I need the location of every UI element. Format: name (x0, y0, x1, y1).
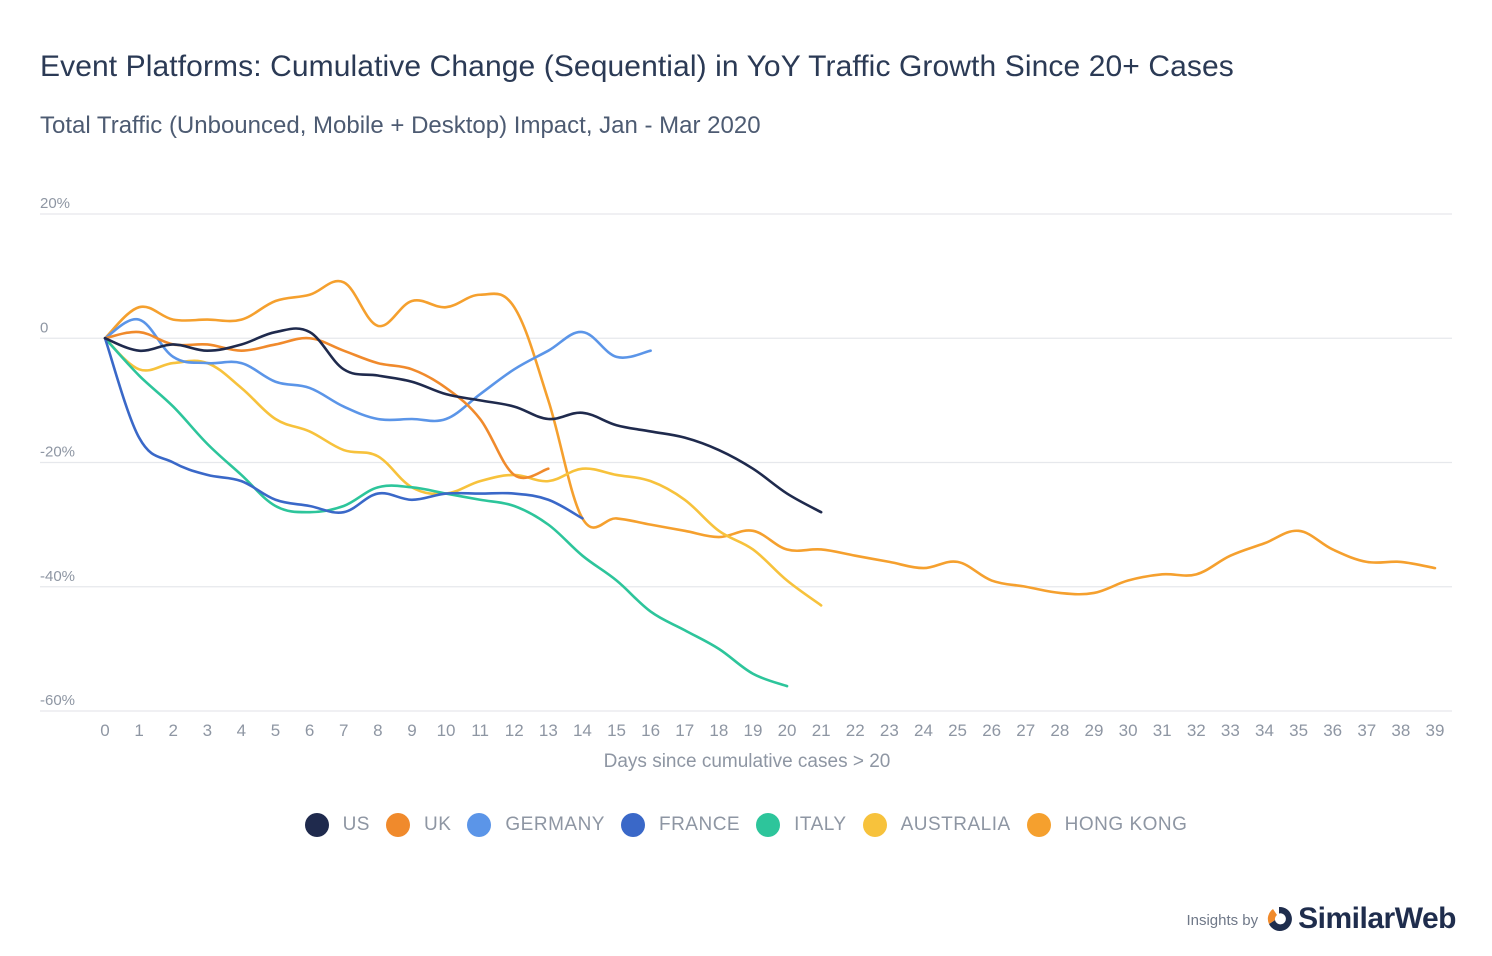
x-tick-label: 30 (1119, 721, 1138, 740)
legend-swatch (467, 813, 492, 837)
legend-swatch (756, 813, 781, 837)
chart-title: Event Platforms: Cumulative Change (Sequ… (40, 50, 1234, 83)
x-tick-label: 25 (948, 721, 967, 740)
brand-logo: Insights by SimilarWeb (1186, 902, 1456, 936)
x-tick-label: 20 (778, 721, 797, 740)
legend-item-italy[interactable]: ITALY (756, 813, 846, 837)
x-tick-label: 37 (1357, 721, 1376, 740)
x-tick-label: 29 (1085, 721, 1104, 740)
x-tick-label: 18 (709, 721, 728, 740)
y-tick-label: 20% (40, 195, 70, 212)
x-tick-label: 6 (305, 721, 314, 740)
x-tick-label: 34 (1255, 721, 1274, 740)
x-tick-label: 11 (471, 721, 489, 740)
x-tick-label: 39 (1426, 721, 1445, 740)
series-line-italy (103, 336, 789, 688)
legend-label: GERMANY (505, 814, 605, 835)
x-tick-label: 23 (880, 721, 899, 740)
legend-item-france[interactable]: FRANCE (620, 813, 741, 837)
x-axis-label: Days since cumulative cases > 20 (604, 751, 891, 772)
legend-label: US (342, 814, 370, 835)
x-tick-label: 33 (1221, 721, 1240, 740)
x-tick-label: 28 (1050, 721, 1069, 740)
chart-subtitle: Total Traffic (Unbounced, Mobile + Deskt… (40, 112, 761, 139)
series-line-hong-kong (103, 279, 1437, 596)
x-tick-label: 36 (1323, 721, 1342, 740)
series-line-us (103, 327, 823, 514)
legend-item-australia[interactable]: AUSTRALIA (862, 813, 1011, 837)
legend-item-hong-kong[interactable]: HONG KONG (1026, 813, 1188, 837)
legend-swatch (304, 813, 329, 837)
legend-item-uk[interactable]: UK (385, 813, 452, 837)
x-tick-label: 13 (539, 721, 558, 740)
legend-swatch (620, 813, 645, 837)
x-tick-label: 2 (168, 721, 177, 740)
x-tick-label: 31 (1153, 721, 1172, 740)
legend-label: HONG KONG (1064, 814, 1188, 835)
similarweb-logo-icon (1267, 906, 1293, 931)
x-tick-label: 35 (1289, 721, 1308, 740)
brand-prefix: Insights by (1186, 911, 1259, 929)
x-tick-label: 10 (437, 721, 456, 740)
x-tick-label: 12 (505, 721, 524, 740)
x-tick-label: 5 (271, 721, 280, 740)
x-tick-label: 15 (607, 721, 626, 740)
y-tick-label: -40% (40, 568, 75, 585)
legend-label: AUSTRALIA (900, 814, 1011, 835)
x-tick-label: 17 (675, 721, 694, 740)
x-tick-label: 3 (203, 721, 212, 740)
legend-item-germany[interactable]: GERMANY (467, 813, 605, 837)
x-tick-label: 38 (1391, 721, 1410, 740)
x-tick-label: 27 (1016, 721, 1035, 740)
legend-swatch (862, 813, 887, 837)
chart-legend: US UK GERMANY FRANCE ITALY AUSTRALIA HONG KONG (0, 813, 1492, 837)
y-tick-label: -60% (40, 692, 75, 709)
series-line-australia (103, 336, 823, 607)
x-tick-label: 22 (846, 721, 865, 740)
x-tick-label: 32 (1187, 721, 1206, 740)
x-tick-label: 21 (812, 721, 831, 740)
series-line-germany (103, 318, 652, 423)
x-tick-label: 9 (407, 721, 416, 740)
grid-layer: 20% 0 -20% -40% -60% (40, 195, 1452, 712)
x-tick-label: 7 (339, 721, 348, 740)
x-tick-label: 0 (100, 721, 109, 740)
legend-swatch (1026, 813, 1051, 837)
x-tick-label: 4 (237, 721, 246, 740)
x-tick-label: 16 (641, 721, 660, 740)
y-tick-label: 0 (40, 319, 48, 336)
series-layer (103, 279, 1437, 688)
x-tick-label: 19 (743, 721, 762, 740)
x-axis: 0 1 2 3 4 5 6 7 8 9 10 11 12 13 14 15 16 17 18 19 20 21 22 23 24… (100, 721, 1444, 740)
legend-label: ITALY (794, 814, 847, 835)
x-tick-label: 24 (914, 721, 933, 740)
series-line-france (103, 336, 584, 520)
legend-item-us[interactable]: US (304, 813, 370, 837)
x-tick-label: 14 (573, 721, 592, 740)
x-tick-label: 1 (134, 721, 143, 740)
x-tick-label: 26 (982, 721, 1001, 740)
legend-label: FRANCE (658, 814, 741, 835)
x-tick-label: 8 (373, 721, 382, 740)
brand-name: SimilarWeb (1298, 902, 1456, 935)
legend-label: UK (423, 814, 452, 835)
y-tick-label: -20% (40, 444, 75, 461)
legend-swatch (385, 813, 410, 837)
